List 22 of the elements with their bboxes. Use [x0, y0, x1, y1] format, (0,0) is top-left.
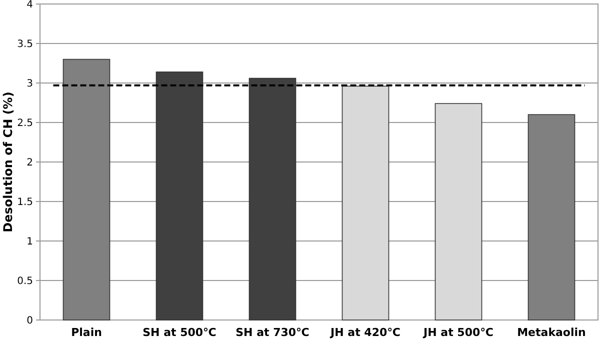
x-tick-label: SH at 730℃: [236, 326, 310, 339]
y-tick-label: 4: [26, 0, 33, 10]
y-tick-label: 0.5: [17, 276, 33, 287]
y-tick-label: 3.5: [17, 39, 33, 50]
y-tick-label: 1.5: [17, 197, 33, 208]
bar: [156, 72, 204, 320]
bar: [62, 58, 110, 320]
y-axis-title: Desolution of CH (%): [1, 92, 15, 232]
bar: [248, 78, 296, 320]
y-tick-label: 0: [26, 316, 33, 326]
bar: [342, 86, 390, 320]
x-tick-label: JH at 420℃: [330, 326, 400, 339]
x-tick-label: JH at 500℃: [422, 326, 494, 339]
x-tick-label: Plain: [71, 326, 102, 339]
x-tick-label: Metakaolin: [517, 326, 586, 339]
y-tick-label: 2.5: [17, 118, 33, 129]
bar: [528, 114, 576, 320]
y-tick-label: 1: [26, 236, 33, 248]
y-tick-label: 3: [26, 78, 33, 90]
bar: [434, 103, 482, 320]
y-tick-label: 2: [26, 158, 33, 168]
x-tick-label: SH at 500℃: [142, 326, 216, 339]
